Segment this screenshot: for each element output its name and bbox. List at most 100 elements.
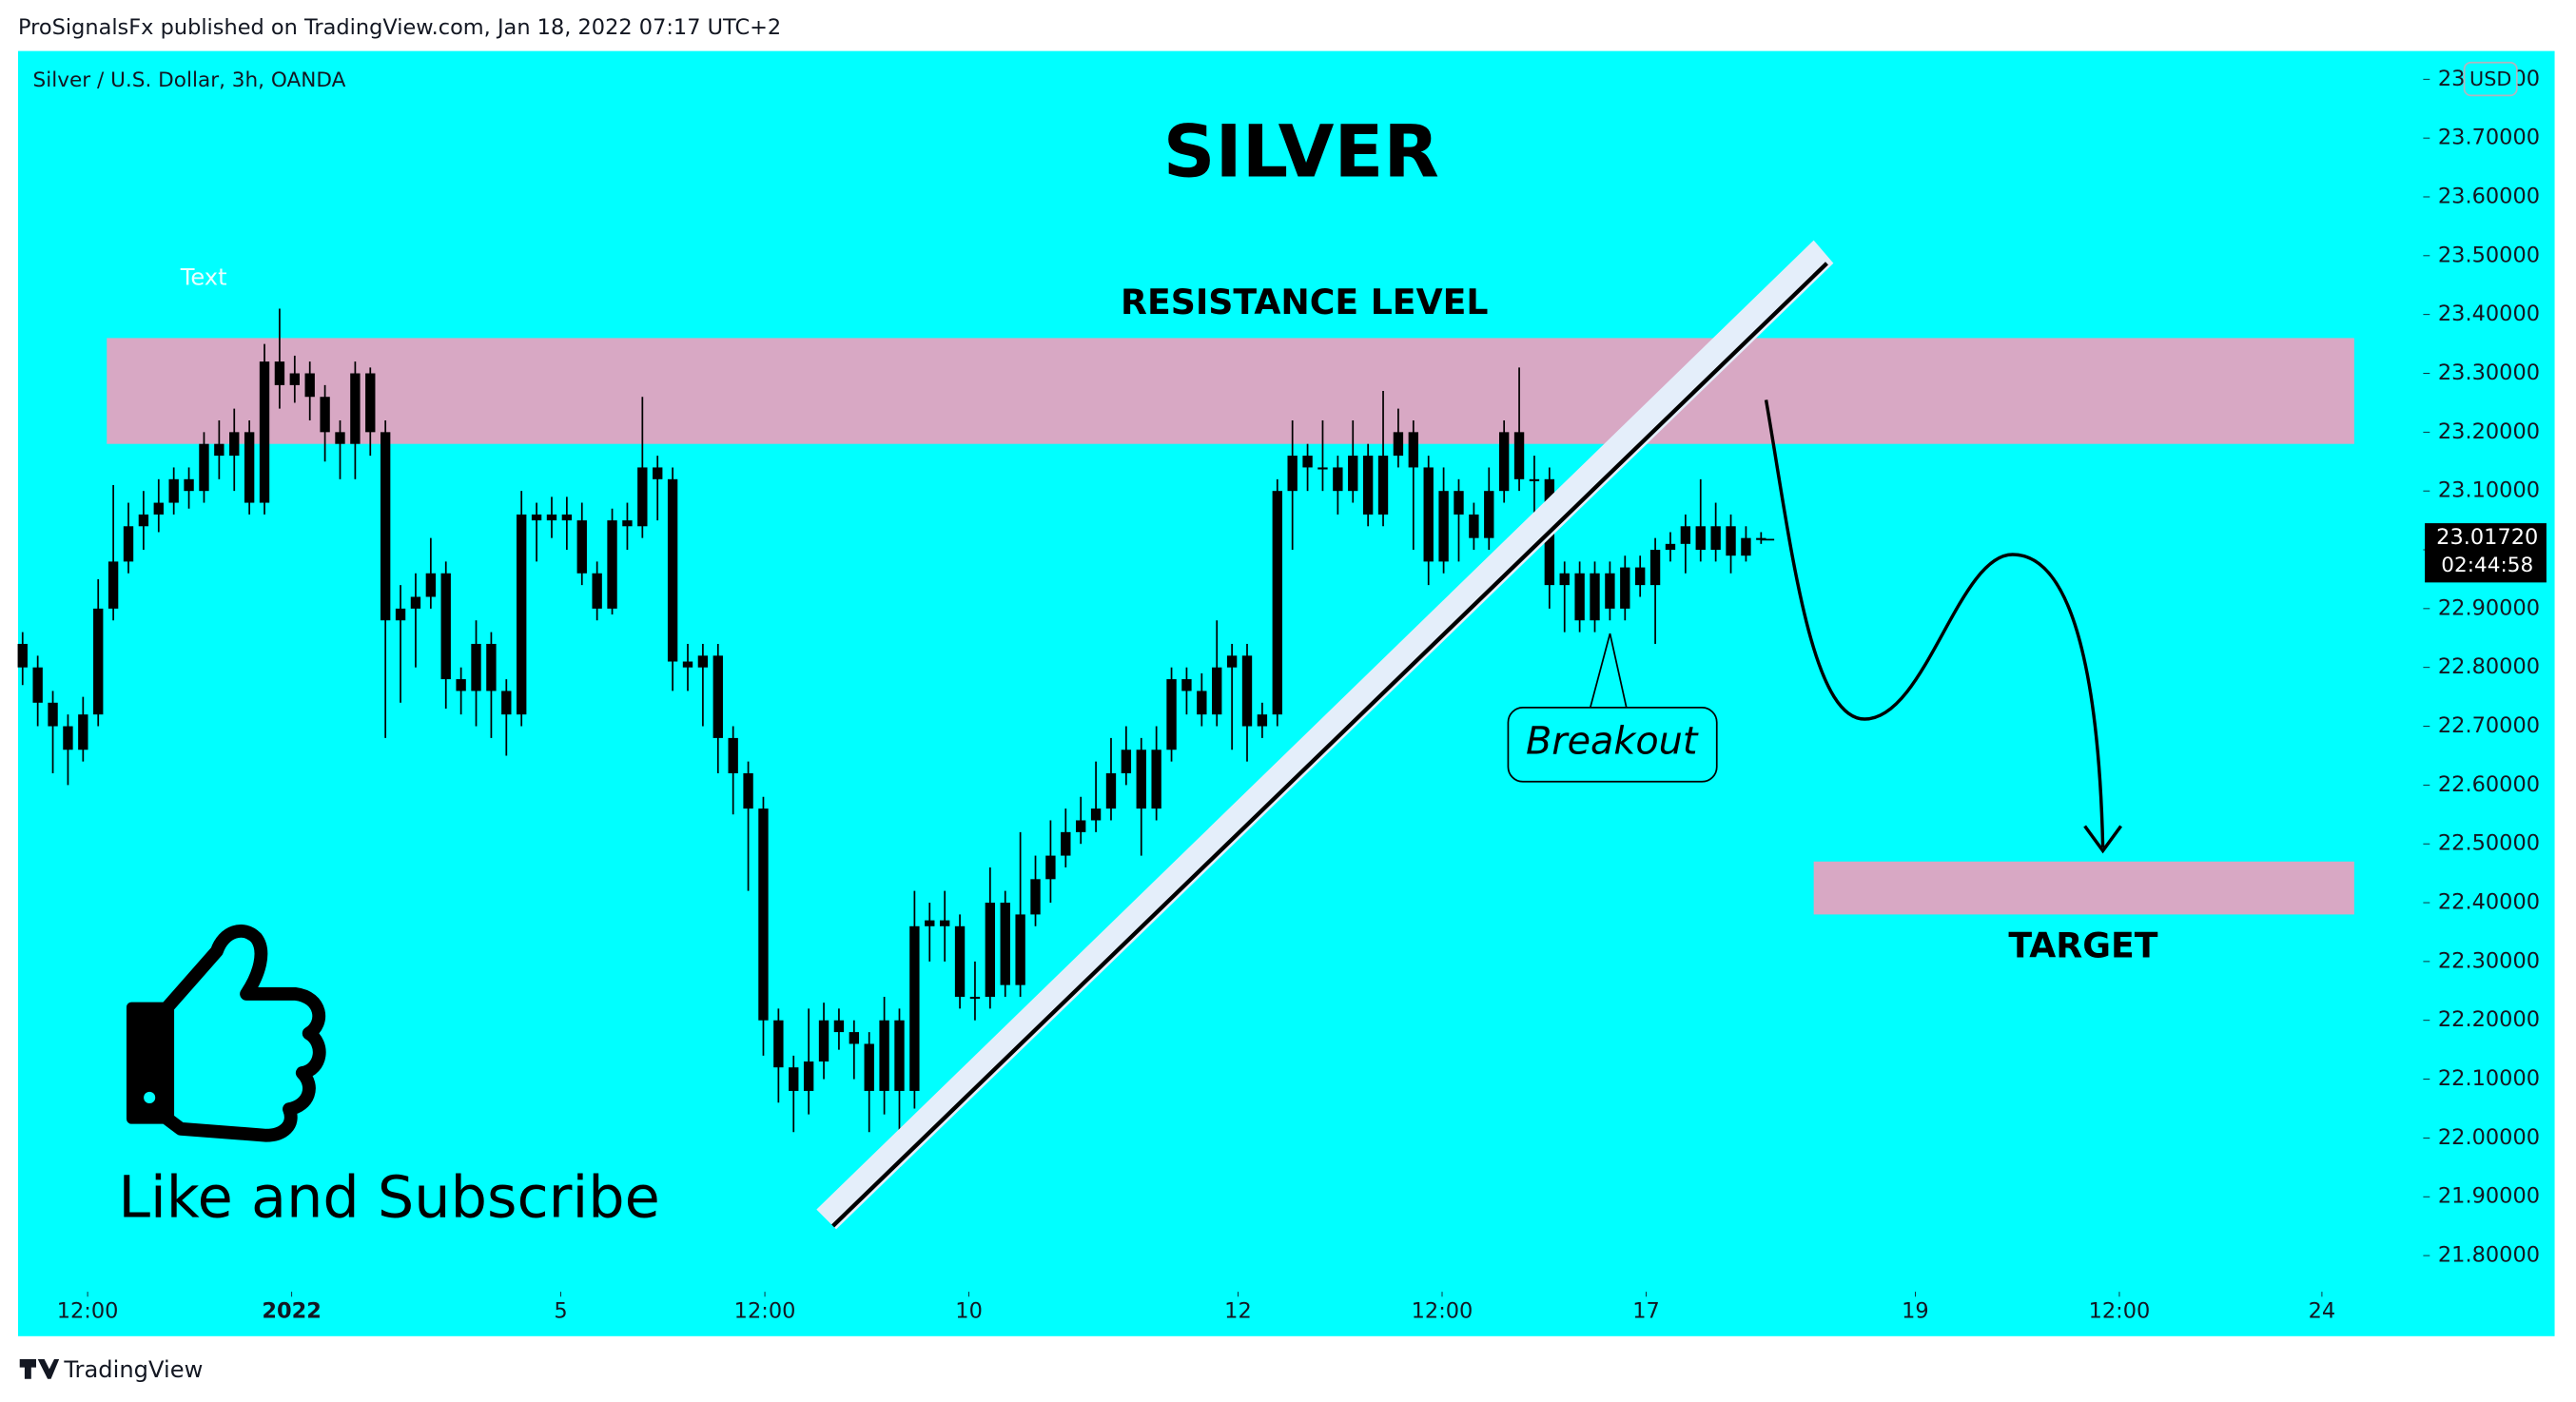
candle-body xyxy=(954,925,966,997)
candle-body xyxy=(833,1020,845,1033)
breakout-callout: Breakout xyxy=(1507,633,1718,783)
candle-body xyxy=(1121,750,1132,774)
candle-body xyxy=(1469,514,1479,538)
candle-body xyxy=(1166,679,1177,750)
candle-body xyxy=(123,526,134,562)
candle-body xyxy=(1151,750,1161,809)
candle-body xyxy=(546,514,557,521)
thumb-icon xyxy=(126,925,326,1142)
candle-body xyxy=(153,502,164,515)
candle-body xyxy=(653,467,663,479)
candle-body xyxy=(1498,432,1510,492)
candle-body xyxy=(1438,491,1449,562)
candle-body xyxy=(259,361,270,503)
candle-body xyxy=(395,608,406,621)
x-tick-label: 24 xyxy=(2309,1298,2336,1323)
candle-body xyxy=(304,373,315,398)
candle-body xyxy=(471,643,481,691)
candle-body xyxy=(1695,526,1706,551)
candle-body xyxy=(561,514,573,521)
x-tick-label: 2022 xyxy=(262,1298,321,1323)
candle-body xyxy=(1076,820,1086,832)
candle-body xyxy=(758,808,769,1021)
last-price-label: 23.01720 xyxy=(2436,525,2538,550)
candle-body xyxy=(456,679,466,691)
trendline xyxy=(816,240,1834,1230)
candle-body xyxy=(1348,456,1358,492)
candle-body xyxy=(1620,567,1630,609)
candle-body xyxy=(697,655,709,668)
y-tick-label: 21.80000 xyxy=(2438,1243,2540,1268)
y-tick-label: 23.60000 xyxy=(2438,184,2540,208)
candle-body xyxy=(320,397,330,433)
candle-body xyxy=(1181,679,1192,691)
y-tick-label: 22.30000 xyxy=(2438,948,2540,973)
candle-body xyxy=(818,1020,829,1062)
callout-pointer xyxy=(1589,633,1628,709)
candle-body xyxy=(32,667,43,703)
candle-body xyxy=(1665,543,1676,551)
candle-body xyxy=(17,643,28,668)
cta-text: Like and Subscribe xyxy=(118,1164,660,1231)
x-tick-label: 19 xyxy=(1902,1298,1929,1323)
candle-body xyxy=(969,996,981,1000)
candle-body xyxy=(1197,691,1207,715)
candle-body xyxy=(289,373,300,385)
candle-body xyxy=(1272,491,1282,715)
zone-label: RESISTANCE LEVEL xyxy=(1121,282,1488,322)
y-tick-label: 23.10000 xyxy=(2438,478,2540,503)
trend-line xyxy=(831,262,1828,1228)
candle-body xyxy=(1590,573,1600,621)
candle-body xyxy=(773,1020,784,1068)
x-tick-label: 17 xyxy=(1632,1298,1660,1323)
candle-body xyxy=(1241,655,1253,727)
trend-band xyxy=(816,240,1834,1230)
projection-curve xyxy=(1764,399,2105,848)
candle-body xyxy=(894,1020,905,1091)
candle-body xyxy=(517,514,527,715)
usd-badge: USD xyxy=(2463,61,2518,97)
candle-body xyxy=(667,478,678,662)
usd-box xyxy=(2463,61,2518,97)
candle-body xyxy=(1090,808,1102,821)
candle-body xyxy=(501,691,512,715)
zones: RESISTANCE LEVEL TARGET xyxy=(107,282,2354,966)
brand: TradingView xyxy=(63,1356,203,1383)
candle-body xyxy=(229,432,240,457)
candle-body xyxy=(440,573,451,680)
candle-body xyxy=(78,714,88,750)
candles xyxy=(17,308,1775,1168)
candle-body xyxy=(425,573,437,597)
arrow-head xyxy=(2083,825,2123,854)
candle-body xyxy=(1317,467,1328,470)
published-line: ProSignalsFx published on TradingView.co… xyxy=(18,15,781,40)
logo-mark xyxy=(19,1359,60,1379)
last-price-box xyxy=(2425,523,2547,583)
candle-body xyxy=(939,920,950,926)
candle-body xyxy=(743,773,753,809)
callout-box xyxy=(1507,707,1718,783)
y-tick-label: 22.80000 xyxy=(2438,654,2540,679)
candle-body xyxy=(93,608,104,715)
y-tick-label: 22.60000 xyxy=(2438,772,2540,797)
y-tick-label: 22.10000 xyxy=(2438,1066,2540,1091)
countdown: 02:44:58 xyxy=(2441,554,2533,577)
candle-body xyxy=(879,1020,889,1091)
candle-body xyxy=(1393,432,1404,457)
candle-body xyxy=(531,514,542,521)
zone xyxy=(1813,861,2354,915)
candle-body xyxy=(184,478,194,492)
candle-body xyxy=(1333,467,1343,492)
candle-body xyxy=(1635,567,1646,586)
x-tick-label: 12:00 xyxy=(734,1298,796,1323)
x-tick-label: 12:00 xyxy=(57,1298,119,1323)
candle-body xyxy=(1257,714,1268,727)
candle-body xyxy=(1423,467,1434,562)
thumb-dot xyxy=(144,1091,156,1103)
candle-body xyxy=(1377,456,1389,515)
candle-body xyxy=(1484,491,1494,538)
text-annotation: Text xyxy=(180,263,227,290)
candle-body xyxy=(607,520,617,609)
